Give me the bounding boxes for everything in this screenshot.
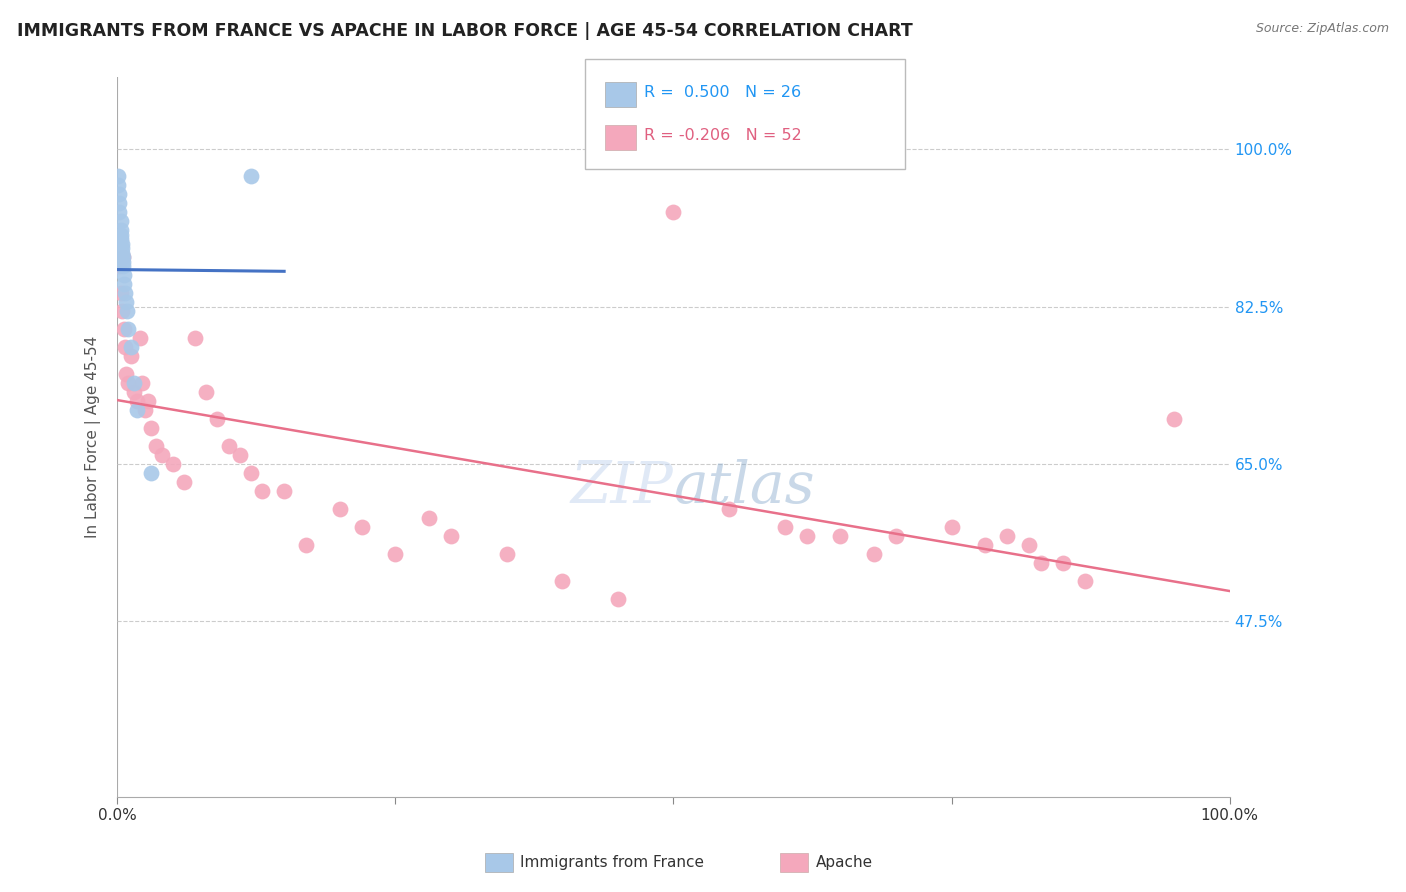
Point xyxy=(239,169,262,184)
Point xyxy=(108,196,131,211)
Point xyxy=(250,483,273,498)
Point xyxy=(495,547,517,561)
Point xyxy=(112,268,135,283)
Point xyxy=(107,178,129,193)
Point xyxy=(108,205,131,219)
Point xyxy=(111,241,134,255)
Point xyxy=(115,295,138,310)
Point xyxy=(662,205,685,219)
Point xyxy=(114,286,136,301)
Point xyxy=(350,520,373,534)
Point xyxy=(295,538,318,552)
Point xyxy=(131,376,153,391)
Point xyxy=(606,591,628,606)
Point xyxy=(139,421,162,435)
Point xyxy=(122,385,145,400)
Point xyxy=(111,250,134,264)
Point xyxy=(111,236,134,251)
Point xyxy=(884,529,907,543)
Point xyxy=(111,245,134,260)
Point xyxy=(384,547,406,561)
Point xyxy=(974,538,997,552)
Point xyxy=(111,304,134,318)
Point xyxy=(1074,574,1097,588)
Point xyxy=(117,376,139,391)
Point xyxy=(1163,412,1185,426)
Point xyxy=(110,286,132,301)
Point xyxy=(128,331,150,345)
Point xyxy=(173,475,195,489)
Point xyxy=(139,466,162,480)
Point xyxy=(184,331,207,345)
Text: Immigrants from France: Immigrants from France xyxy=(520,855,704,870)
Point xyxy=(138,394,160,409)
Point xyxy=(108,187,131,202)
Point xyxy=(145,439,167,453)
Point xyxy=(418,511,440,525)
Point xyxy=(1052,556,1074,570)
Point xyxy=(150,448,173,462)
Point xyxy=(718,502,741,516)
Point xyxy=(108,259,131,273)
Point xyxy=(995,529,1018,543)
Point xyxy=(127,403,149,417)
Point xyxy=(1029,556,1052,570)
Point xyxy=(122,376,145,391)
Point xyxy=(195,385,218,400)
Point xyxy=(228,448,250,462)
Point xyxy=(551,574,574,588)
Point xyxy=(111,254,134,268)
Point xyxy=(239,466,262,480)
Point xyxy=(127,394,149,409)
Point xyxy=(111,250,134,264)
Point xyxy=(120,349,142,363)
Point xyxy=(773,520,796,534)
Text: Apache: Apache xyxy=(815,855,873,870)
Point xyxy=(110,223,132,237)
Text: Source: ZipAtlas.com: Source: ZipAtlas.com xyxy=(1256,22,1389,36)
Point xyxy=(112,277,135,292)
Point xyxy=(120,340,142,354)
Point xyxy=(830,529,852,543)
Point xyxy=(114,340,136,354)
Point xyxy=(110,227,132,242)
Point xyxy=(440,529,463,543)
Text: ZIP: ZIP xyxy=(571,459,673,516)
Point xyxy=(941,520,963,534)
Point xyxy=(162,457,184,471)
Text: R =  0.500   N = 26: R = 0.500 N = 26 xyxy=(644,86,801,100)
Point xyxy=(112,322,135,336)
Point xyxy=(862,547,884,561)
Point xyxy=(1018,538,1040,552)
Point xyxy=(107,169,129,184)
Point xyxy=(218,439,240,453)
Text: IMMIGRANTS FROM FRANCE VS APACHE IN LABOR FORCE | AGE 45-54 CORRELATION CHART: IMMIGRANTS FROM FRANCE VS APACHE IN LABO… xyxy=(17,22,912,40)
Point xyxy=(115,367,138,381)
Point xyxy=(273,483,295,498)
Point xyxy=(796,529,818,543)
Y-axis label: In Labor Force | Age 45-54: In Labor Force | Age 45-54 xyxy=(86,336,101,538)
Point xyxy=(111,259,134,273)
Point xyxy=(207,412,229,426)
Point xyxy=(329,502,352,516)
Point xyxy=(110,232,132,246)
Point xyxy=(110,214,132,228)
Text: R = -0.206   N = 52: R = -0.206 N = 52 xyxy=(644,128,801,143)
Point xyxy=(134,403,156,417)
Text: atlas: atlas xyxy=(673,459,815,516)
Point xyxy=(117,304,139,318)
Point xyxy=(117,322,139,336)
